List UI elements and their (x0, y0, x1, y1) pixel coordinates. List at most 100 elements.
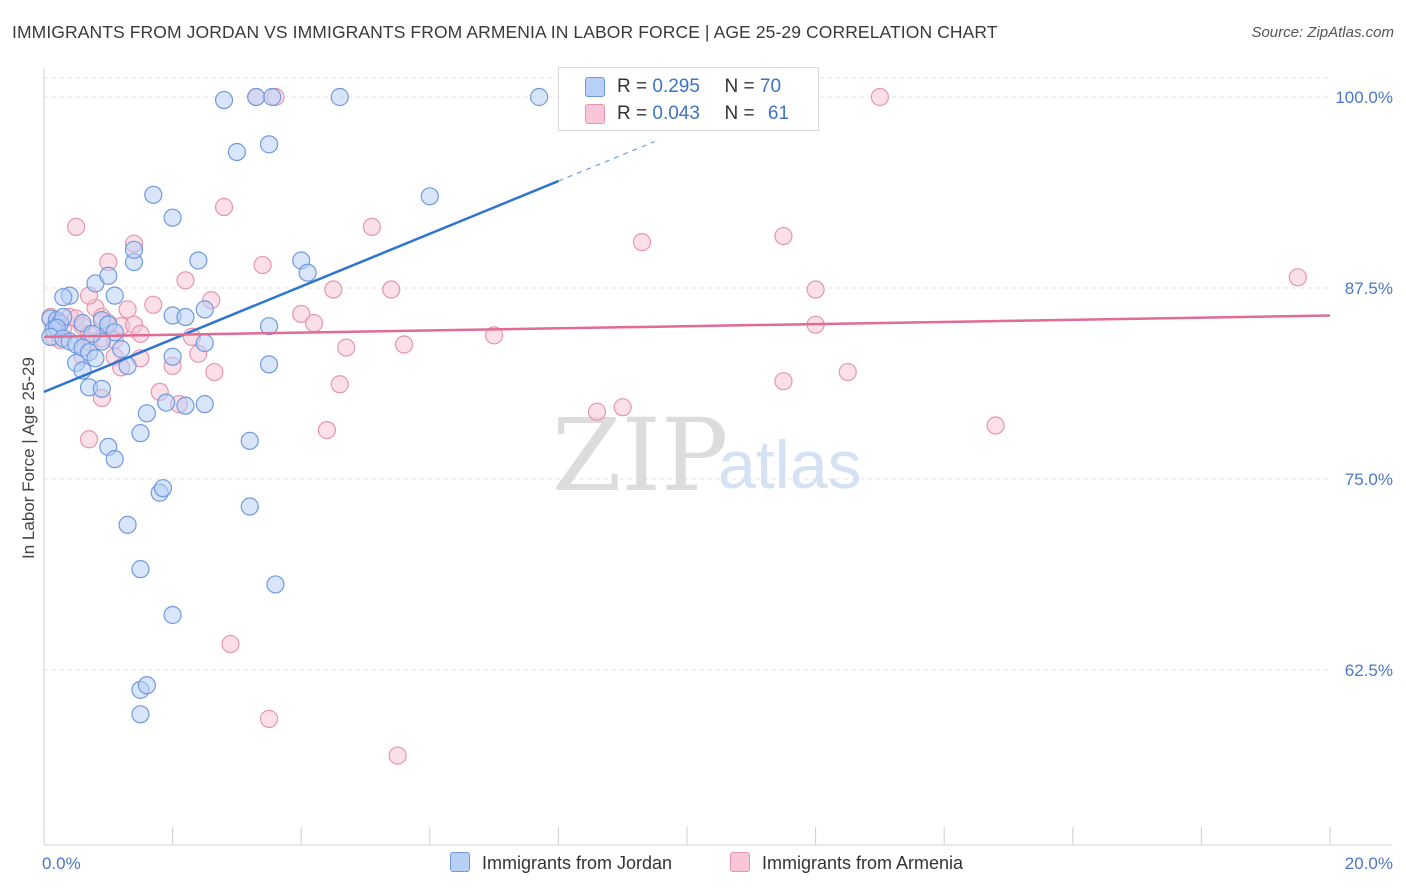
legend-swatch-jordan (585, 77, 605, 97)
legend-swatch-armenia (585, 104, 605, 124)
jordan-point (99, 266, 118, 285)
bottom-legend-swatch-jordan (450, 852, 470, 872)
trend-lines (43, 140, 1331, 394)
jordan-point (86, 349, 105, 368)
jordan-point (176, 396, 195, 415)
jordan-point (189, 251, 208, 270)
armenia-point (485, 326, 504, 345)
armenia-point (214, 197, 234, 217)
jordan-point (330, 87, 349, 107)
jordan-trend-extension (558, 140, 656, 182)
armenia-point (253, 255, 272, 275)
chart-title: IMMIGRANTS FROM JORDAN VS IMMIGRANTS FRO… (12, 22, 998, 42)
correlation-legend: R = 0.295 N = 70 R = 0.043 N = 61 (558, 67, 819, 131)
jordan-point (227, 142, 246, 162)
jordan-point (420, 187, 439, 206)
bottom-legend-label-armenia: Immigrants from Armenia (762, 853, 964, 873)
armenia-point (806, 280, 825, 299)
bottom-legend-swatch-armenia (730, 852, 750, 872)
jordan-point (137, 676, 156, 695)
jordan-point (153, 479, 173, 498)
jordan-point (163, 605, 182, 625)
y-tick-label: 100.0% (1335, 88, 1393, 107)
jordan-point (105, 286, 124, 305)
armenia-point (259, 709, 279, 728)
jordan-point (112, 340, 131, 359)
jordan-point (144, 185, 163, 204)
jordan-point (105, 450, 124, 469)
armenia-point (292, 304, 311, 324)
bottom-legend-armenia: Immigrants from Armenia (730, 852, 963, 874)
jordan-point (263, 87, 282, 107)
jordan-point (131, 424, 150, 443)
legend-r-label: R = (617, 103, 648, 124)
jordan-point (118, 515, 137, 534)
y-tick-label: 62.5% (1345, 661, 1393, 680)
armenia-point (144, 295, 163, 314)
axes (43, 68, 1392, 846)
source-label: Source: ZipAtlas.com (1251, 24, 1394, 41)
jordan-point (131, 705, 150, 724)
armenia-point (118, 300, 137, 319)
armenia-point (67, 217, 86, 236)
armenia-point (176, 271, 195, 290)
legend-n-label: N = (724, 76, 755, 97)
armenia-point (131, 324, 150, 343)
jordan-point (240, 431, 259, 450)
x-tick-label: 0.0% (42, 854, 81, 873)
jordan-point (195, 395, 214, 414)
jordan-point (195, 300, 214, 319)
jordan-point (259, 135, 279, 154)
armenia-point (362, 217, 382, 236)
jordan-point (240, 497, 259, 516)
jordan-trend-line (43, 179, 559, 394)
y-axis-label: In Labor Force | Age 25-29 (19, 357, 38, 559)
jordan-point (266, 575, 285, 594)
jordan-point (247, 87, 266, 107)
jordan-point (195, 333, 214, 353)
armenia-point (337, 338, 356, 357)
bottom-legend-jordan: Immigrants from Jordan (450, 852, 672, 874)
tick-labels: 62.5% 75.0% 87.5% 100.0% 0.0% 20.0% (42, 88, 1393, 873)
legend-n-value: 61 (767, 103, 790, 124)
legend-n-value: 70 (759, 76, 782, 97)
jordan-point (131, 560, 150, 579)
watermark-zip: ZIP (552, 397, 728, 514)
jordan-point (298, 263, 317, 282)
legend-r-value: 0.043 (652, 103, 700, 124)
legend-n-label: N = (724, 103, 755, 124)
armenia-point (79, 430, 99, 449)
armenia-point (317, 421, 337, 440)
legend-r-label: R = (617, 76, 648, 97)
x-tick-label: 20.0% (1345, 854, 1393, 873)
armenia-point (838, 362, 857, 382)
armenia-point (774, 372, 793, 391)
jordan-point (83, 324, 102, 343)
armenia-point (221, 634, 240, 654)
armenia-point (324, 280, 343, 299)
jordan-point (214, 90, 234, 110)
bottom-legend-label-jordan: Immigrants from Jordan (482, 853, 673, 873)
jordan-point (176, 307, 195, 327)
jordan-point (124, 240, 144, 259)
armenia-point (870, 87, 890, 107)
jordan-point (259, 355, 279, 374)
armenia-point (774, 226, 793, 246)
grid-lines (44, 77, 1330, 671)
armenia-point (587, 402, 607, 421)
jordan-point (54, 288, 73, 307)
y-tick-label: 87.5% (1345, 279, 1393, 298)
jordan-point (259, 317, 279, 336)
armenia-point (613, 398, 632, 417)
armenia-point (304, 314, 324, 333)
jordan-point (163, 347, 182, 366)
jordan-point (92, 379, 111, 398)
series-jordan-points (41, 87, 549, 724)
watermark-atlas: atlas (718, 427, 862, 503)
jordan-point (137, 404, 156, 423)
armenia-point (632, 233, 652, 252)
armenia-point (382, 280, 401, 299)
armenia-trend-line (43, 314, 1331, 339)
armenia-point (394, 335, 414, 354)
